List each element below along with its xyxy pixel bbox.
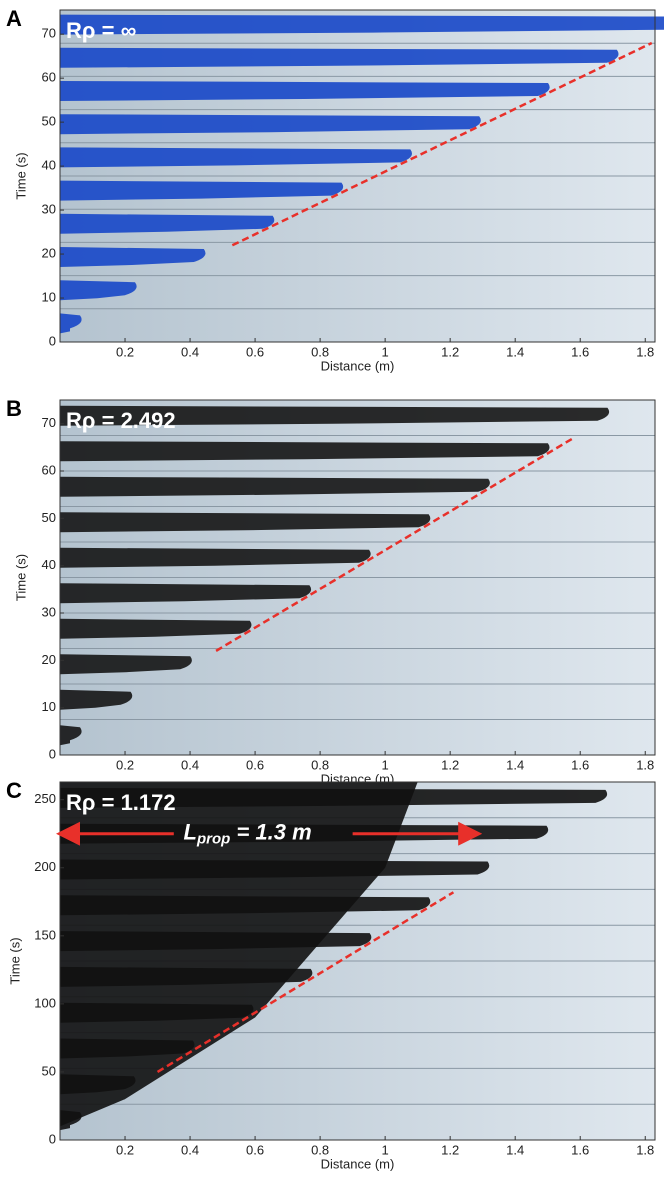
x-tick-label: 1.4: [506, 1142, 524, 1157]
y-tick-label: 30: [42, 604, 56, 619]
y-tick-label: 0: [49, 333, 56, 348]
x-tick-label: 0.2: [116, 1142, 134, 1157]
y-tick-label: 50: [42, 510, 56, 525]
y-tick-label: 10: [42, 289, 56, 304]
plume-strip: [60, 247, 206, 267]
plume-strip: [60, 689, 133, 710]
x-tick-label: 1.4: [506, 757, 524, 772]
plume-strip: [60, 280, 137, 301]
x-axis-label: Distance (m): [321, 1156, 395, 1171]
fit-line: [215, 436, 575, 652]
x-tick-label: 0.6: [246, 344, 264, 359]
y-tick-label: 50: [42, 114, 56, 129]
plume-strip: [60, 405, 610, 426]
plume-strip: [60, 180, 344, 201]
fit-line: [156, 891, 455, 1074]
x-tick-label: 1.6: [571, 757, 589, 772]
x-tick-label: 1.8: [636, 344, 654, 359]
panel-label: B: [6, 396, 22, 421]
y-tick-label: 70: [42, 415, 56, 430]
x-tick-label: 0.6: [246, 757, 264, 772]
plume-strip: [60, 476, 490, 497]
plume-strip: [60, 654, 192, 675]
y-axis-label: Time (s): [7, 937, 22, 984]
plume-strip: [60, 547, 371, 568]
prop-label-sub: prop: [196, 831, 230, 848]
x-tick-label: 1.6: [571, 344, 589, 359]
x-tick-label: 1: [382, 344, 389, 359]
annotation: Rρ = 2.492: [66, 408, 176, 433]
y-tick-label: 40: [42, 557, 56, 572]
fit-line: [231, 41, 653, 247]
prop-label: Lprop = 1.3 m: [184, 820, 312, 848]
plume-strip: [60, 147, 412, 168]
prop-label-main: L: [184, 820, 197, 845]
y-tick-label: 40: [42, 158, 56, 173]
x-tick-label: 0.8: [311, 1142, 329, 1157]
x-tick-label: 0.4: [181, 344, 199, 359]
y-tick-label: 10: [42, 699, 56, 714]
panel-label: C: [6, 778, 22, 803]
plot-frame: [59, 399, 656, 756]
y-axis-label: Time (s): [13, 554, 28, 601]
x-tick-label: 0.2: [116, 757, 134, 772]
plume-strip: [60, 81, 550, 101]
y-tick-label: 0: [49, 746, 56, 761]
x-tick-label: 1.2: [441, 344, 459, 359]
plot-frame: [59, 781, 656, 1141]
y-tick-label: 250: [34, 791, 56, 806]
x-tick-label: 1.4: [506, 344, 524, 359]
x-tick-label: 0.4: [181, 1142, 199, 1157]
x-tick-label: 1.8: [636, 757, 654, 772]
plume-strip: [60, 441, 550, 462]
y-tick-label: 150: [34, 927, 56, 942]
plume-strip: [60, 114, 481, 135]
x-tick-label: 1.8: [636, 1142, 654, 1157]
x-tick-label: 1.2: [441, 1142, 459, 1157]
x-tick-label: 1: [382, 1142, 389, 1157]
x-tick-label: 0.4: [181, 757, 199, 772]
x-tick-label: 0.2: [116, 344, 134, 359]
y-tick-label: 20: [42, 652, 56, 667]
y-tick-label: 50: [42, 1063, 56, 1078]
plume-strip: [60, 583, 312, 604]
x-tick-label: 0.8: [311, 757, 329, 772]
y-tick-label: 0: [49, 1131, 56, 1146]
annotation: Rρ = 1.172: [66, 790, 176, 815]
y-tick-label: 70: [42, 26, 56, 41]
y-tick-label: 100: [34, 995, 56, 1010]
x-tick-label: 0.8: [311, 344, 329, 359]
x-tick-label: 1.2: [441, 757, 459, 772]
plume-strip: [60, 725, 82, 746]
x-tick-label: 0.6: [246, 1142, 264, 1157]
y-tick-label: 200: [34, 859, 56, 874]
x-axis-label: Distance (m): [321, 358, 395, 373]
plume-strip: [60, 213, 275, 234]
plume-strip: [60, 47, 619, 68]
y-tick-label: 60: [42, 462, 56, 477]
y-tick-label: 60: [42, 70, 56, 85]
annotation: Rρ = ∞: [66, 18, 136, 43]
plume-strip: [60, 14, 664, 35]
x-tick-label: 1.6: [571, 1142, 589, 1157]
y-tick-label: 30: [42, 202, 56, 217]
x-tick-label: 1: [382, 757, 389, 772]
plot-frame: [59, 9, 656, 343]
plume-bulk: [60, 782, 418, 1127]
prop-label-rest: = 1.3 m: [230, 820, 311, 845]
panel-label: A: [6, 6, 22, 31]
plume-strip: [60, 618, 252, 639]
plume-strip: [60, 313, 82, 334]
y-axis-label: Time (s): [13, 152, 28, 199]
plume-strip: [60, 512, 431, 533]
y-tick-label: 20: [42, 245, 56, 260]
